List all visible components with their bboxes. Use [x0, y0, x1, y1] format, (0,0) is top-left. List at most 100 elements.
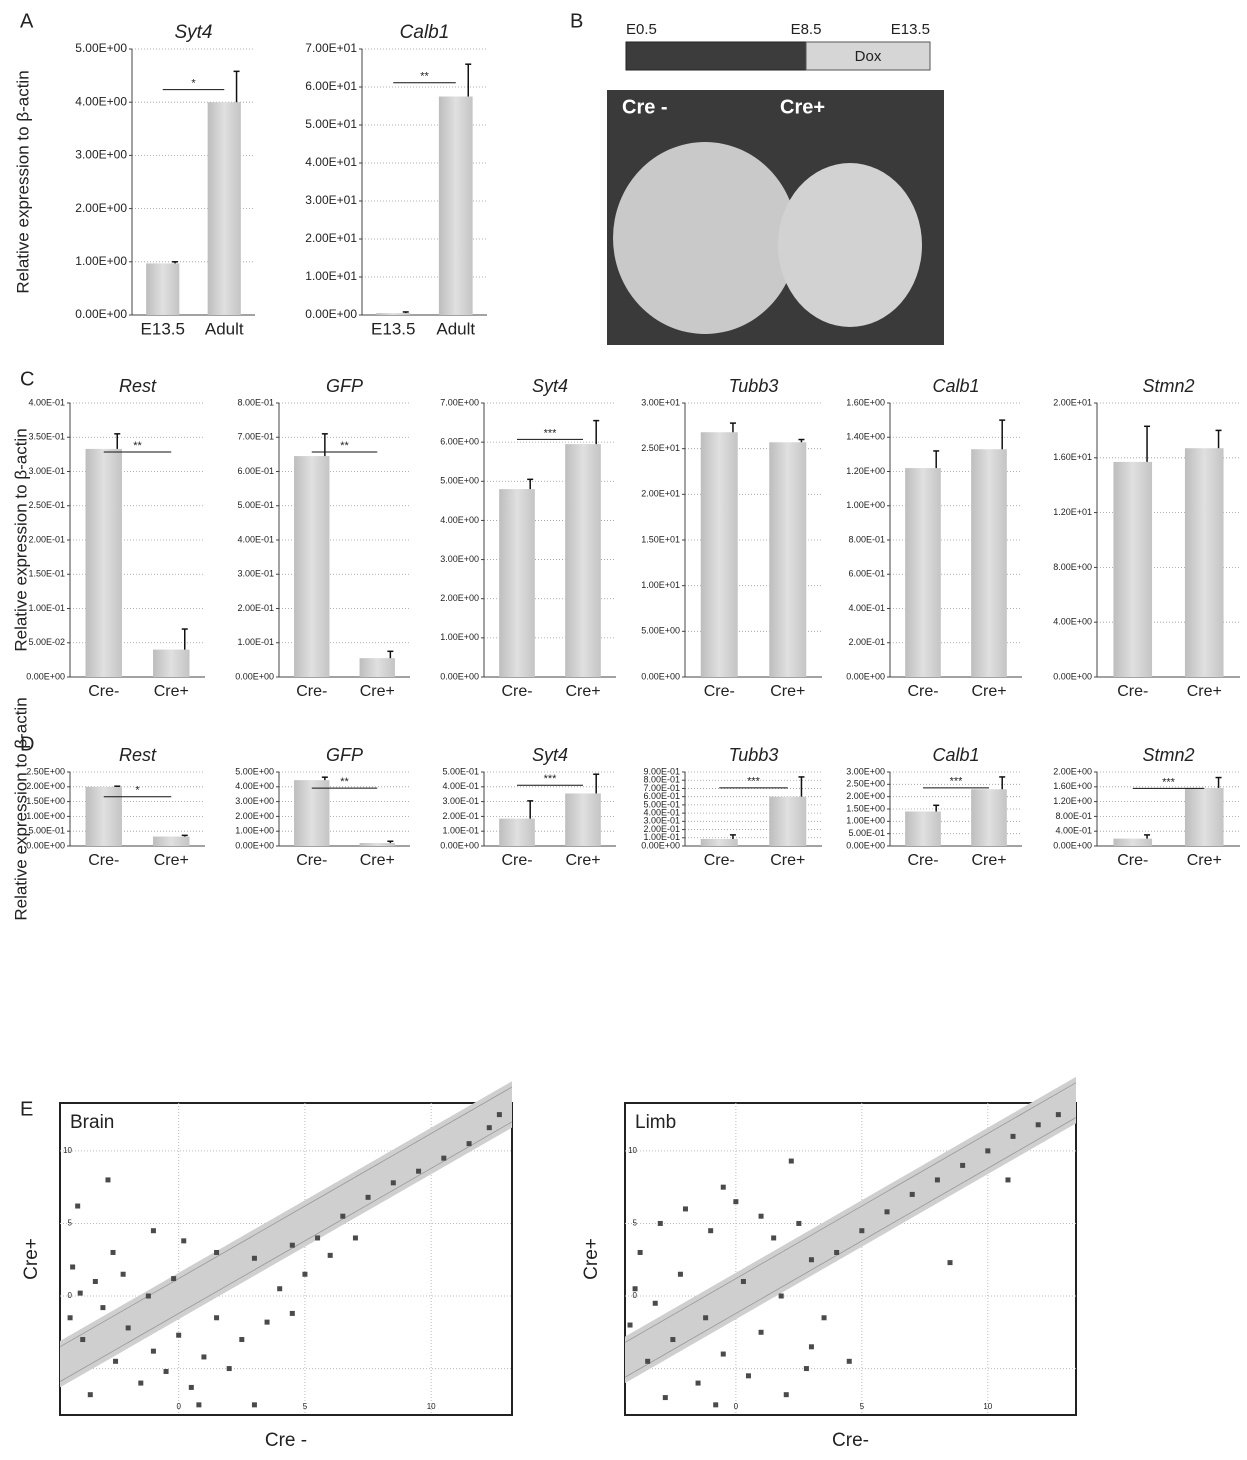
chart-title: Tubb3 [729, 745, 779, 765]
x-tick-label: Cre- [704, 683, 735, 700]
point [834, 1249, 840, 1255]
point [682, 1206, 688, 1212]
x-tick-label: Cre+ [154, 683, 189, 700]
y-tick-label: 2.00E-01 [28, 534, 65, 544]
x-tick-label: 10 [427, 1402, 436, 1411]
y-tick-label: 7.00E-01 [237, 432, 274, 442]
y-tick-label: 3.00E+00 [846, 766, 885, 776]
point [196, 1402, 202, 1408]
bar [438, 96, 473, 315]
y-axis-label: Relative expression to β-actin [13, 70, 32, 293]
chart-title: Syt4 [532, 745, 568, 765]
y-tick-label: 0.00E+00 [26, 840, 65, 850]
y-tick-label: 0.00E+00 [440, 671, 479, 681]
y-tick-label: 2.00E+00 [235, 811, 274, 821]
significance-label: ** [133, 440, 142, 452]
y-tick-label: 8.00E+00 [1053, 562, 1092, 572]
y-tick-label: 1.60E+00 [846, 397, 885, 407]
y-tick-label: 1.60E+00 [1053, 781, 1092, 791]
x-tick-label: Cre+ [770, 852, 805, 869]
bar [294, 780, 330, 846]
x-tick-label: Cre+ [1187, 683, 1222, 700]
point [67, 1315, 73, 1321]
x-tick-label: Cre- [501, 852, 532, 869]
point [778, 1293, 784, 1299]
point [934, 1177, 940, 1183]
y-tick-label: 9.00E-01 [643, 766, 680, 776]
y-tick-label: 0 [68, 1291, 73, 1300]
point [947, 1260, 953, 1266]
y-tick-label: 1.00E+00 [235, 826, 274, 836]
point [302, 1271, 308, 1277]
fold-line [624, 1117, 1077, 1378]
y-axis-label: Relative expression to β-actin [11, 697, 30, 920]
point [289, 1310, 295, 1316]
point [783, 1392, 789, 1398]
x-tick-label: Cre+ [971, 852, 1006, 869]
y-tick-label: 3.00E+01 [305, 193, 357, 207]
point [720, 1351, 726, 1357]
bar [1113, 838, 1153, 846]
y-tick-label: 2.00E+01 [305, 231, 357, 245]
point [1010, 1133, 1016, 1139]
y-tick-label: 0.00E+00 [26, 671, 65, 681]
significance-label: *** [1162, 776, 1176, 788]
panel-letter: A [20, 10, 34, 32]
y-tick-label: 3.00E+01 [641, 397, 680, 407]
x-tick-label: Cre- [88, 852, 119, 869]
point [277, 1286, 283, 1292]
y-tick-label: 5.00E+00 [235, 766, 274, 776]
point [176, 1332, 182, 1338]
point [315, 1235, 321, 1241]
bar [294, 456, 330, 677]
x-tick-label: Cre+ [360, 852, 395, 869]
y-tick-label: 0.00E+00 [440, 840, 479, 850]
point [181, 1238, 187, 1244]
y-tick-label: 0.00E+00 [846, 671, 885, 681]
point [740, 1278, 746, 1284]
chart-title: Syt4 [532, 376, 568, 396]
y-tick-label: 0.00E+00 [1053, 671, 1092, 681]
y-tick-label: 3.50E-01 [28, 432, 65, 442]
point [226, 1366, 232, 1372]
timeline-dox [805, 41, 931, 71]
timeline-before [625, 41, 807, 71]
point [239, 1337, 245, 1343]
treatment-label: Dox [855, 48, 882, 65]
point [251, 1402, 257, 1408]
y-tick-label: 0.00E+00 [846, 840, 885, 850]
y-tick-label: 5.00E-01 [848, 828, 885, 838]
chart-title: Calb1 [932, 745, 979, 765]
x-tick-label: Cre+ [360, 683, 395, 700]
point [138, 1380, 144, 1386]
significance-label: ** [420, 71, 429, 83]
panel-letter: B [570, 10, 583, 32]
y-tick-label: 10 [63, 1146, 72, 1155]
y-tick-label: 5 [633, 1219, 638, 1228]
x-tick-label: E13.5 [371, 319, 415, 338]
point [113, 1358, 119, 1364]
group-label: Cre - [622, 96, 668, 118]
fold-line [59, 1121, 513, 1382]
diagonal-band [60, 1081, 512, 1387]
x-tick-label: Cre+ [770, 683, 805, 700]
y-tick-label: 5 [68, 1219, 73, 1228]
point [985, 1148, 991, 1154]
y-tick-label: 1.00E+00 [846, 816, 885, 826]
x-tick-label: Cre+ [565, 683, 600, 700]
panel-letter: D [20, 733, 34, 755]
point [677, 1271, 683, 1277]
bar [207, 102, 241, 315]
y-tick-label: 2.00E-01 [237, 603, 274, 613]
x-tick-label: Cre- [296, 683, 327, 700]
y-tick-label: 4.00E-01 [1055, 826, 1092, 836]
y-tick-label: 5.00E-01 [442, 766, 479, 776]
y-tick-label: 5.00E-01 [643, 799, 680, 809]
y-tick-label: 4.00E-01 [28, 397, 65, 407]
y-tick-label: 2.00E+00 [75, 201, 127, 215]
y-tick-label: 1.20E+00 [846, 466, 885, 476]
y-tick-label: 4.00E-01 [442, 781, 479, 791]
bar [1184, 448, 1224, 677]
point [803, 1366, 809, 1372]
bar [376, 313, 411, 315]
